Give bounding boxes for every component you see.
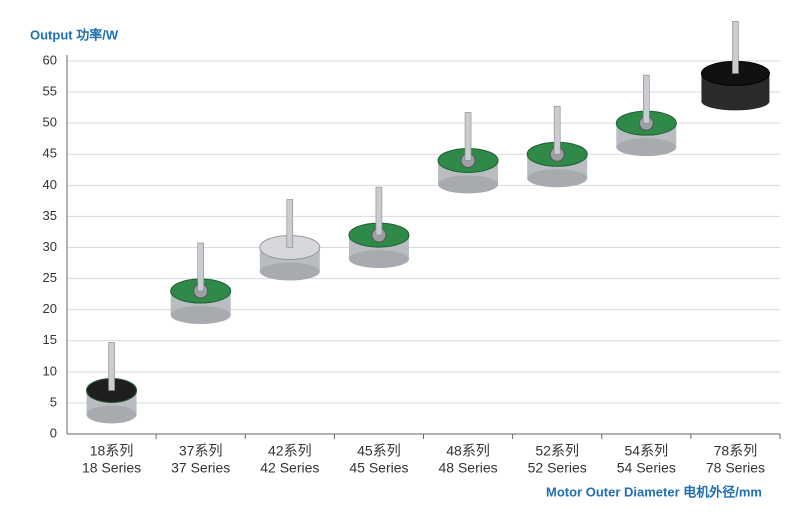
y-tick-label: 30 <box>43 239 57 254</box>
motor-bottom <box>527 169 588 188</box>
y-axis-title: Output 功率/W <box>30 27 119 42</box>
y-tick-label: 0 <box>50 425 57 440</box>
motor <box>348 186 410 269</box>
motor <box>615 74 677 157</box>
x-tick-label-cn: 18系列 <box>90 443 134 459</box>
x-tick-label-cn: 48系列 <box>446 443 490 459</box>
x-tick-label: 42 Series <box>260 460 319 476</box>
motor-shaft <box>108 342 115 391</box>
x-tick-label-cn: 37系列 <box>179 443 223 459</box>
y-tick-label: 15 <box>43 332 57 347</box>
motor-bottom <box>616 138 677 157</box>
x-tick-label: 54 Series <box>617 460 676 476</box>
y-tick-label: 20 <box>43 301 57 316</box>
y-tick-label: 5 <box>50 394 57 409</box>
x-tick-label: 48 Series <box>438 460 497 476</box>
motor-shaft <box>732 21 739 74</box>
motor-bottom <box>348 250 409 269</box>
motor-shaft <box>464 112 472 161</box>
x-tick-label: 52 Series <box>528 460 587 476</box>
motor-bottom <box>86 405 137 424</box>
motor <box>437 112 499 194</box>
y-tick-label: 60 <box>43 52 57 67</box>
x-tick-label-cn: 45系列 <box>357 443 401 459</box>
y-tick-label: 55 <box>43 84 57 99</box>
x-tick-label-cn: 78系列 <box>714 443 758 459</box>
x-tick-label: 18 Series <box>82 460 141 476</box>
x-tick-label-cn: 52系列 <box>535 443 579 459</box>
motor-shaft <box>375 186 383 236</box>
motor-shaft <box>553 105 561 155</box>
y-tick-label: 45 <box>43 146 57 161</box>
motor-bottom <box>259 262 320 281</box>
y-tick-label: 50 <box>43 115 57 130</box>
y-tick-label: 40 <box>43 177 57 192</box>
x-axis-title: Motor Outer Diameter 电机外径/mm <box>546 484 762 499</box>
motor-shaft <box>643 74 650 124</box>
motor-shaft <box>197 242 204 292</box>
motor <box>86 342 138 424</box>
x-tick-label: 45 Series <box>349 460 408 476</box>
motor-bottom <box>170 306 231 325</box>
motor-bottom <box>438 175 499 194</box>
motor-shaft <box>286 199 294 248</box>
x-tick-label-cn: 42系列 <box>268 443 312 459</box>
motor <box>700 21 770 111</box>
y-tick-label: 35 <box>43 208 57 223</box>
motor <box>170 242 232 325</box>
x-tick-label: 37 Series <box>171 460 230 476</box>
motor <box>526 105 588 188</box>
y-tick-label: 10 <box>43 363 57 378</box>
motor-bottom <box>701 92 770 111</box>
motor <box>259 199 321 281</box>
x-tick-label: 78 Series <box>706 460 765 476</box>
y-tick-label: 25 <box>43 270 57 285</box>
x-tick-label-cn: 54系列 <box>625 443 669 459</box>
